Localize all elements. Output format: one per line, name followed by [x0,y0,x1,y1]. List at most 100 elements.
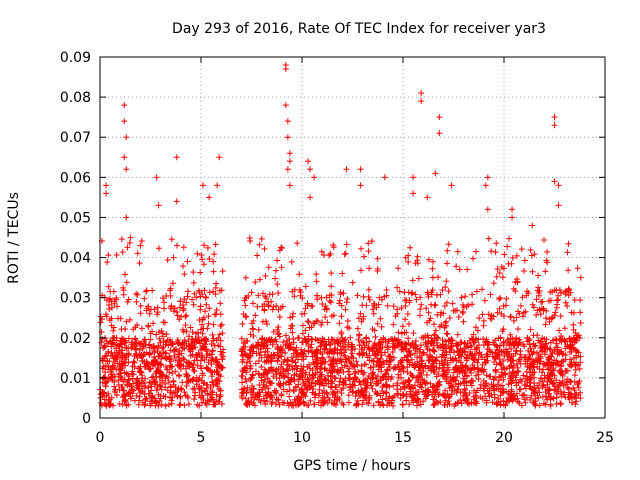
data-point [541,237,548,244]
data-point [456,368,463,375]
data-point [315,378,322,385]
data-point [147,306,154,313]
data-point [351,346,358,353]
data-point [505,260,512,267]
data-point [410,330,417,337]
data-point [358,245,365,252]
data-point [527,397,534,404]
data-point [168,400,175,407]
data-point [176,373,183,380]
data-point [529,351,536,358]
data-point [544,248,551,255]
data-point [311,352,318,359]
data-point [395,329,402,336]
data-point [161,305,168,312]
data-point [541,336,548,343]
data-point [425,357,432,364]
data-point [551,347,558,354]
data-point [487,315,494,322]
data-point [498,311,505,318]
data-point [113,392,120,399]
data-point [497,398,504,405]
data-point [149,392,156,399]
data-point [293,344,300,351]
data-point [298,394,305,401]
data-point [256,371,263,378]
data-point [401,340,408,347]
data-point [558,332,565,339]
data-point [265,264,272,271]
data-point [155,391,162,398]
data-point [182,322,189,329]
data-point [473,372,480,379]
data-point [488,248,495,255]
data-point [258,363,265,370]
data-point [116,387,123,394]
data-point [557,400,564,407]
data-point [505,381,512,388]
data-point [452,364,459,371]
data-point [270,328,277,335]
data-point [524,288,531,295]
data-point [401,329,408,336]
data-point [115,371,122,378]
data-point [261,366,268,373]
data-point [426,356,433,363]
data-point [483,399,490,406]
data-point [344,317,351,324]
data-point [289,329,296,336]
data-point [209,348,216,355]
data-point [204,397,211,404]
data-point [138,351,145,358]
data-point [249,374,256,381]
data-point [346,358,353,365]
data-point [439,364,446,371]
data-point [522,308,529,315]
data-point [247,352,254,359]
data-point [259,318,266,325]
data-point [507,314,514,321]
data-point [112,356,119,363]
data-point [492,349,499,356]
data-point [115,352,122,359]
data-point [318,248,325,255]
data-point [434,382,441,389]
data-point [199,392,206,399]
data-point [108,304,115,311]
data-point [340,401,347,408]
data-point [408,372,415,379]
data-point [557,313,564,320]
data-point [131,359,138,366]
data-point [346,374,353,381]
data-point [355,336,362,343]
data-point [200,380,207,387]
data-point [404,369,411,376]
data-point [209,378,216,385]
data-point [242,294,249,301]
data-point [370,310,377,317]
data-point [147,398,154,405]
data-point [163,331,170,338]
data-point [395,390,402,397]
data-point [265,302,272,309]
data-point [133,376,140,383]
data-point [547,393,554,400]
data-point [220,346,227,353]
data-point [307,397,314,404]
data-point [213,311,220,318]
data-point [186,333,193,340]
data-point [194,401,201,408]
data-point [397,395,404,402]
data-point [313,318,320,325]
data-point [369,326,376,333]
data-point [507,313,514,320]
data-point [577,395,584,402]
data-point [576,365,583,372]
data-point [113,251,120,258]
data-point [265,385,272,392]
data-point [390,340,397,347]
data-point [328,283,335,290]
data-point [123,214,130,221]
data-point [180,244,187,251]
data-point [128,383,135,390]
